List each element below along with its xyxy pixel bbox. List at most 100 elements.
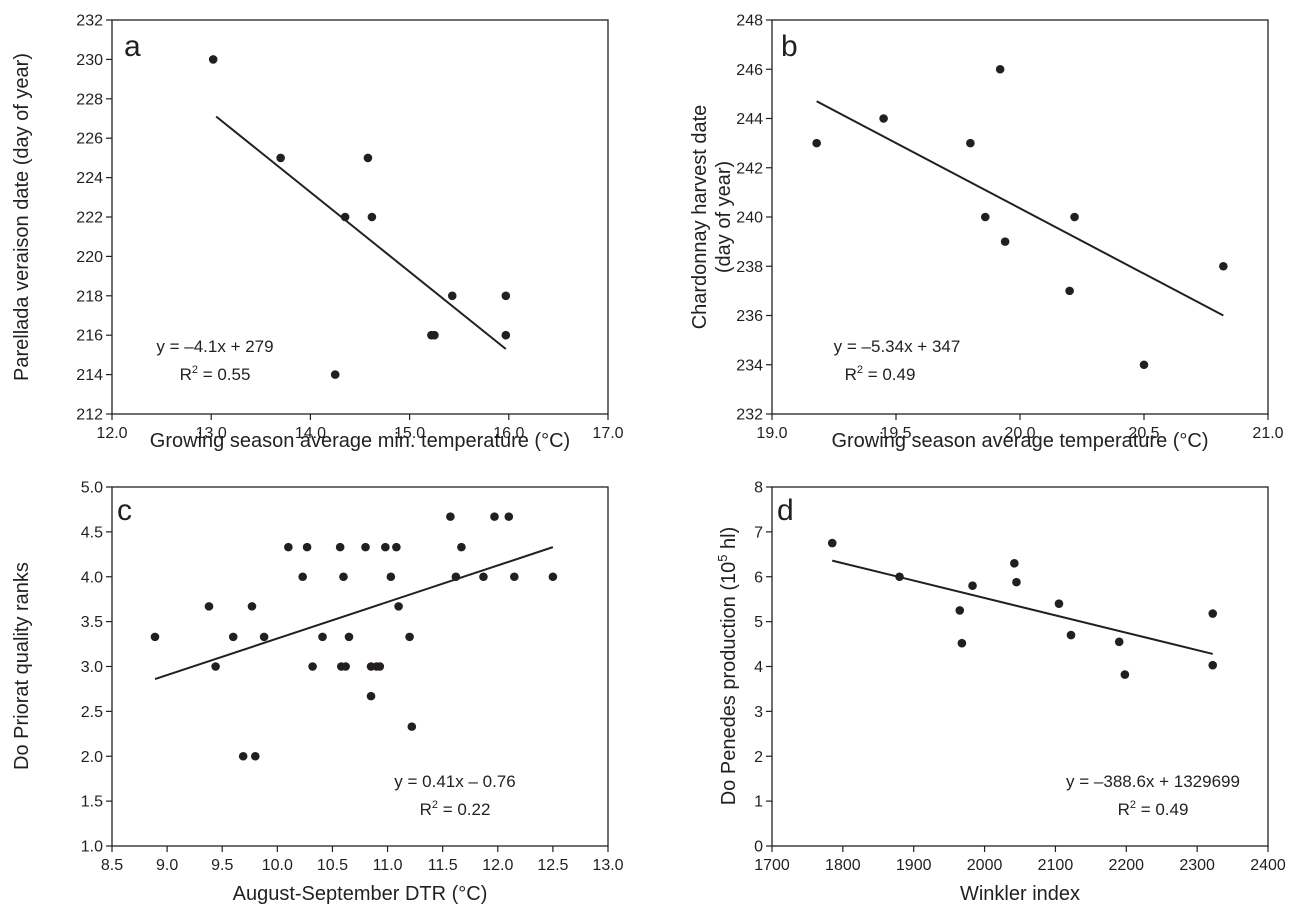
y-tick-label: 4.5 bbox=[81, 524, 103, 541]
data-point bbox=[490, 512, 499, 521]
data-point bbox=[386, 572, 396, 582]
data-point bbox=[447, 291, 457, 301]
trend-line bbox=[816, 100, 1224, 317]
plot-area-frame bbox=[771, 486, 1269, 847]
data-point bbox=[827, 538, 837, 548]
y-tick-label: 248 bbox=[736, 13, 763, 30]
x-tick-label: 9.5 bbox=[211, 857, 233, 874]
data-point bbox=[335, 542, 345, 552]
data-point bbox=[504, 512, 514, 521]
y-tick-label: 220 bbox=[76, 249, 103, 266]
data-point bbox=[1012, 577, 1021, 587]
x-axis-title: Growing season average temperature (°C) bbox=[831, 430, 1208, 452]
y-tick-label: 8 bbox=[754, 480, 763, 497]
y-axis-title: Do Priorat quality ranks bbox=[11, 562, 33, 770]
r-squared-symbol: R bbox=[1118, 800, 1130, 819]
y-tick-label: 234 bbox=[736, 357, 763, 374]
data-point bbox=[341, 662, 350, 671]
data-point bbox=[510, 572, 519, 582]
data-point bbox=[276, 153, 285, 163]
x-tick-label: 2100 bbox=[1038, 857, 1074, 874]
x-tick-label: 12.0 bbox=[482, 857, 513, 874]
data-point bbox=[879, 114, 888, 123]
y-tick-label: 238 bbox=[736, 259, 763, 276]
y-tick-label: 0 bbox=[754, 839, 763, 856]
r-squared-symbol: R bbox=[180, 365, 192, 384]
x-tick-label: 1700 bbox=[754, 857, 790, 874]
x-tick-label: 20.0 bbox=[1004, 425, 1035, 442]
data-point bbox=[284, 542, 293, 552]
x-tick-label: 11.5 bbox=[428, 857, 458, 874]
data-point bbox=[957, 638, 967, 648]
data-point bbox=[318, 632, 327, 642]
y-axis-title-unit: hl) bbox=[718, 527, 740, 555]
y-tick-label: 218 bbox=[76, 288, 103, 305]
data-point bbox=[995, 64, 1005, 74]
x-tick-label: 20.5 bbox=[1128, 425, 1159, 442]
data-point bbox=[344, 632, 354, 642]
regression-equation: y = –4.1x + 279 bbox=[156, 337, 273, 356]
y-axis-title: Parellada veraison date (day of year) bbox=[11, 53, 33, 381]
x-tick-label: 10.0 bbox=[262, 857, 293, 874]
y-tick-label: 6 bbox=[754, 569, 763, 586]
r-squared-value: = 0.49 bbox=[1136, 800, 1188, 819]
data-point bbox=[1139, 360, 1149, 370]
y-tick-label: 2.5 bbox=[81, 704, 103, 721]
data-point bbox=[501, 330, 511, 340]
chart-panel-b: b Growing season average temperature (°C… bbox=[689, 13, 1284, 453]
data-point bbox=[1114, 637, 1124, 647]
x-tick-label: 8.5 bbox=[101, 857, 123, 874]
y-axis-title-line-2: (day of year) bbox=[713, 161, 735, 273]
data-point bbox=[339, 572, 348, 582]
y-tick-label: 2.0 bbox=[81, 749, 103, 766]
data-point bbox=[1070, 212, 1079, 222]
y-tick-label: 222 bbox=[76, 210, 103, 227]
data-point bbox=[430, 330, 439, 340]
data-point bbox=[1208, 609, 1218, 618]
x-tick-label: 2000 bbox=[967, 857, 1003, 874]
r-squared: R2 = 0.49 bbox=[845, 364, 916, 384]
y-tick-label: 1 bbox=[754, 794, 763, 811]
chart-panel-d: d Winkler index Do Penedes production (1… bbox=[715, 480, 1286, 906]
panel-label: c bbox=[117, 494, 132, 527]
data-point bbox=[363, 153, 373, 163]
chart-panel-c: c August-September DTR (°C) Do Priorat q… bbox=[11, 480, 624, 906]
r-squared-exponent: 2 bbox=[432, 799, 438, 811]
data-point bbox=[501, 291, 511, 301]
panel-label: b bbox=[781, 30, 798, 63]
x-tick-label: 11.0 bbox=[373, 857, 403, 874]
x-tick-label: 19.0 bbox=[756, 425, 787, 442]
data-point bbox=[1120, 670, 1130, 679]
y-tick-label: 4 bbox=[754, 659, 763, 676]
r-squared-exponent: 2 bbox=[857, 364, 863, 376]
r-squared: R2 = 0.49 bbox=[1118, 799, 1189, 819]
r-squared-value: = 0.22 bbox=[438, 800, 490, 819]
y-axis-title-exponent: 5 bbox=[715, 555, 730, 562]
y-tick-label: 3.5 bbox=[81, 614, 103, 631]
y-tick-label: 226 bbox=[76, 131, 103, 148]
x-tick-label: 12.5 bbox=[537, 857, 568, 874]
data-point bbox=[1000, 237, 1010, 246]
y-tick-label: 214 bbox=[76, 367, 103, 384]
data-point bbox=[366, 691, 376, 701]
data-point bbox=[238, 751, 248, 761]
data-point bbox=[308, 662, 317, 671]
x-tick-label: 12.0 bbox=[96, 425, 127, 442]
y-tick-label: 212 bbox=[76, 407, 103, 424]
data-point bbox=[298, 572, 307, 582]
data-point bbox=[150, 632, 160, 642]
x-tick-label: 19.5 bbox=[880, 425, 911, 442]
data-point bbox=[392, 542, 401, 552]
data-point bbox=[302, 542, 312, 552]
x-tick-label: 1900 bbox=[896, 857, 932, 874]
data-point bbox=[980, 212, 990, 222]
y-tick-label: 1.0 bbox=[81, 839, 103, 856]
data-point bbox=[457, 542, 466, 552]
regression-equation: y = –5.34x + 347 bbox=[834, 337, 961, 356]
trend-line bbox=[831, 559, 1213, 655]
data-point bbox=[405, 632, 414, 642]
r-squared-exponent: 2 bbox=[192, 364, 198, 376]
data-point bbox=[361, 542, 370, 552]
y-tick-label: 232 bbox=[76, 13, 103, 30]
